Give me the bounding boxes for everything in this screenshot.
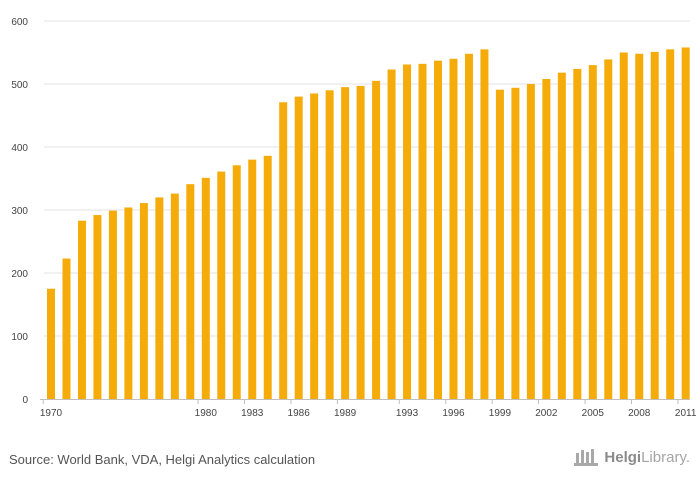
y-axis-ticks: 0 100 200 300 400 500 600 [11,17,28,406]
bar-1999[interactable] [495,89,504,400]
source-note: Source: World Bank, VDA, Helgi Analytics… [9,452,316,467]
bar-1974[interactable] [108,210,117,399]
x-tick-label: 1989 [334,408,357,419]
bar-1988[interactable] [325,90,334,400]
bar-1981[interactable] [217,171,226,399]
y-tick-label: 600 [11,17,28,28]
x-tick-label: 1986 [288,408,311,419]
library-building-icon [574,449,599,466]
gridlines [44,20,690,337]
x-tick-label: 2002 [535,408,558,419]
bar-2007[interactable] [619,52,628,400]
bar-1980[interactable] [201,177,210,399]
bar-2009[interactable] [650,51,659,400]
bar-2004[interactable] [573,68,582,399]
bar-1979[interactable] [186,184,195,399]
bar-1972[interactable] [77,220,86,399]
y-tick-label: 0 [22,395,28,406]
bar-1989[interactable] [341,87,350,400]
bar-1996[interactable] [449,58,458,400]
bar-1977[interactable] [155,197,164,399]
brand-name-light: Library. [641,448,690,466]
chart-footer: Source: World Bank, VDA, Helgi Analytics… [0,435,700,483]
bar-1978[interactable] [170,193,179,399]
bar-1970[interactable] [47,288,55,399]
bar-chart: 0 100 200 300 400 500 600 1970 1980 1983 1986 1989… [11,17,697,419]
x-tick-label: 2005 [582,408,605,419]
y-tick-label: 100 [11,332,28,343]
bar-2001[interactable] [526,84,535,399]
bar-1991[interactable] [372,80,381,399]
bar-1983[interactable] [248,159,257,399]
y-tick-label: 500 [11,80,28,91]
bar-1986[interactable] [294,96,303,399]
bar-1995[interactable] [434,60,442,399]
bar-2006[interactable] [604,59,613,400]
bar-1984[interactable] [263,155,272,399]
bar-2011[interactable] [681,47,690,400]
helgi-library-logo[interactable]: Helgi Library. [574,447,690,467]
bar-1975[interactable] [124,207,133,399]
bar-1997[interactable] [464,53,473,399]
x-tick-label: 2011 [675,408,697,419]
bar-1985[interactable] [279,102,288,400]
bar-1982[interactable] [232,165,241,399]
bar-1973[interactable] [93,215,102,399]
bar-2003[interactable] [557,72,566,399]
x-tick-label: 1983 [241,408,264,419]
x-tick-label: 2008 [628,408,651,419]
bar-1994[interactable] [418,63,427,400]
bar-2005[interactable] [588,65,597,399]
bar-2008[interactable] [635,53,644,399]
x-tick-label: 1999 [489,408,512,419]
bar-1998[interactable] [480,49,489,399]
bar-1993[interactable] [403,64,412,399]
x-tick-label: 1993 [396,408,419,419]
brand-name-strong: Helgi [604,448,642,466]
bar-1992[interactable] [387,69,396,399]
x-tick-label: 1980 [195,408,218,419]
x-tick-label: 1970 [40,408,63,419]
bar-1976[interactable] [139,203,148,399]
bar-2000[interactable] [511,87,520,399]
y-tick-label: 200 [11,269,28,280]
y-tick-label: 400 [11,143,28,154]
y-tick-label: 300 [11,206,28,217]
bar-1990[interactable] [356,85,365,399]
x-tick-label: 1996 [442,408,465,419]
x-axis-ticks: 1970 1980 1983 1986 1989 1993 1996 1999 2002 2005… [40,399,697,419]
bar-1971[interactable] [62,258,71,399]
bars [47,47,690,400]
bar-2002[interactable] [542,78,551,400]
bar-1987[interactable] [310,93,319,399]
bar-2010[interactable] [666,49,675,399]
